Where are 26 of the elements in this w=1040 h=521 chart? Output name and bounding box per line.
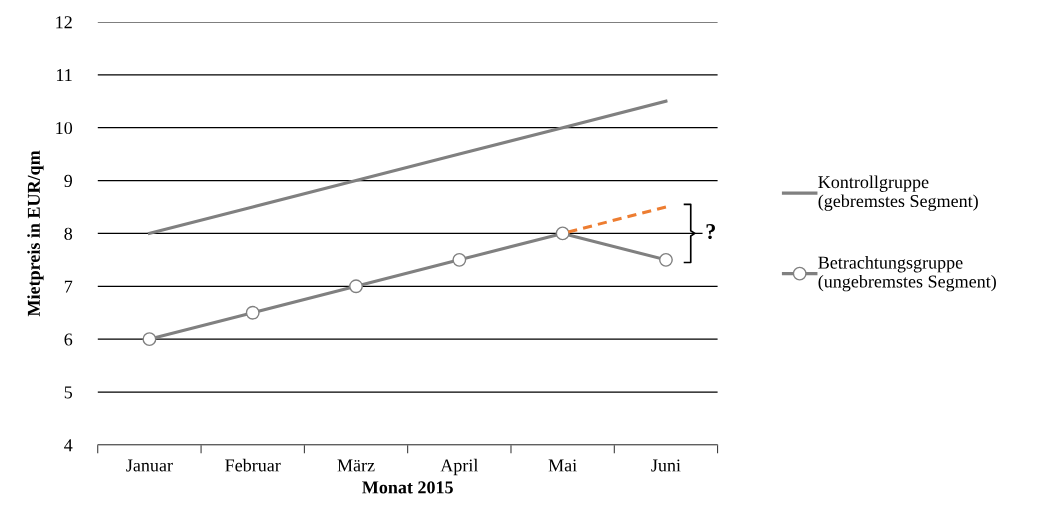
y-tick-label: 5	[64, 386, 73, 399]
y-tick-label: 11	[56, 69, 72, 82]
x-tick-label: März	[337, 459, 375, 472]
y-tick-label: 12	[56, 16, 72, 29]
x-tick-label: Mai	[548, 459, 577, 472]
y-tick-label: 4	[64, 439, 73, 452]
y-tick-label: 6	[64, 333, 73, 346]
x-tick-label: Februar	[225, 458, 281, 472]
y-tick-label: 7	[64, 280, 73, 293]
legend-label: Kontrollgruppe (gebremstes Segment)	[818, 175, 978, 211]
x-tick-label: Januar	[126, 459, 173, 472]
y-tick-label: 8	[64, 227, 73, 240]
y-axis-title: Mietpreis in EUR/qm	[27, 150, 44, 317]
legend-label: Betrachtungsgruppe (ungebremstes Segment)	[818, 255, 996, 292]
point	[142, 332, 157, 347]
x-tick-label: Juni	[651, 459, 681, 472]
annotation: ?	[706, 224, 715, 240]
point	[659, 252, 673, 267]
x-tick-label: April	[440, 458, 479, 476]
point	[245, 305, 260, 320]
point	[555, 226, 570, 241]
point	[349, 279, 363, 294]
point	[452, 252, 467, 267]
x-axis-title: Monat 2015	[362, 481, 453, 494]
y-tick-label: 10	[56, 121, 73, 135]
y-tick-label: 9	[64, 174, 73, 187]
